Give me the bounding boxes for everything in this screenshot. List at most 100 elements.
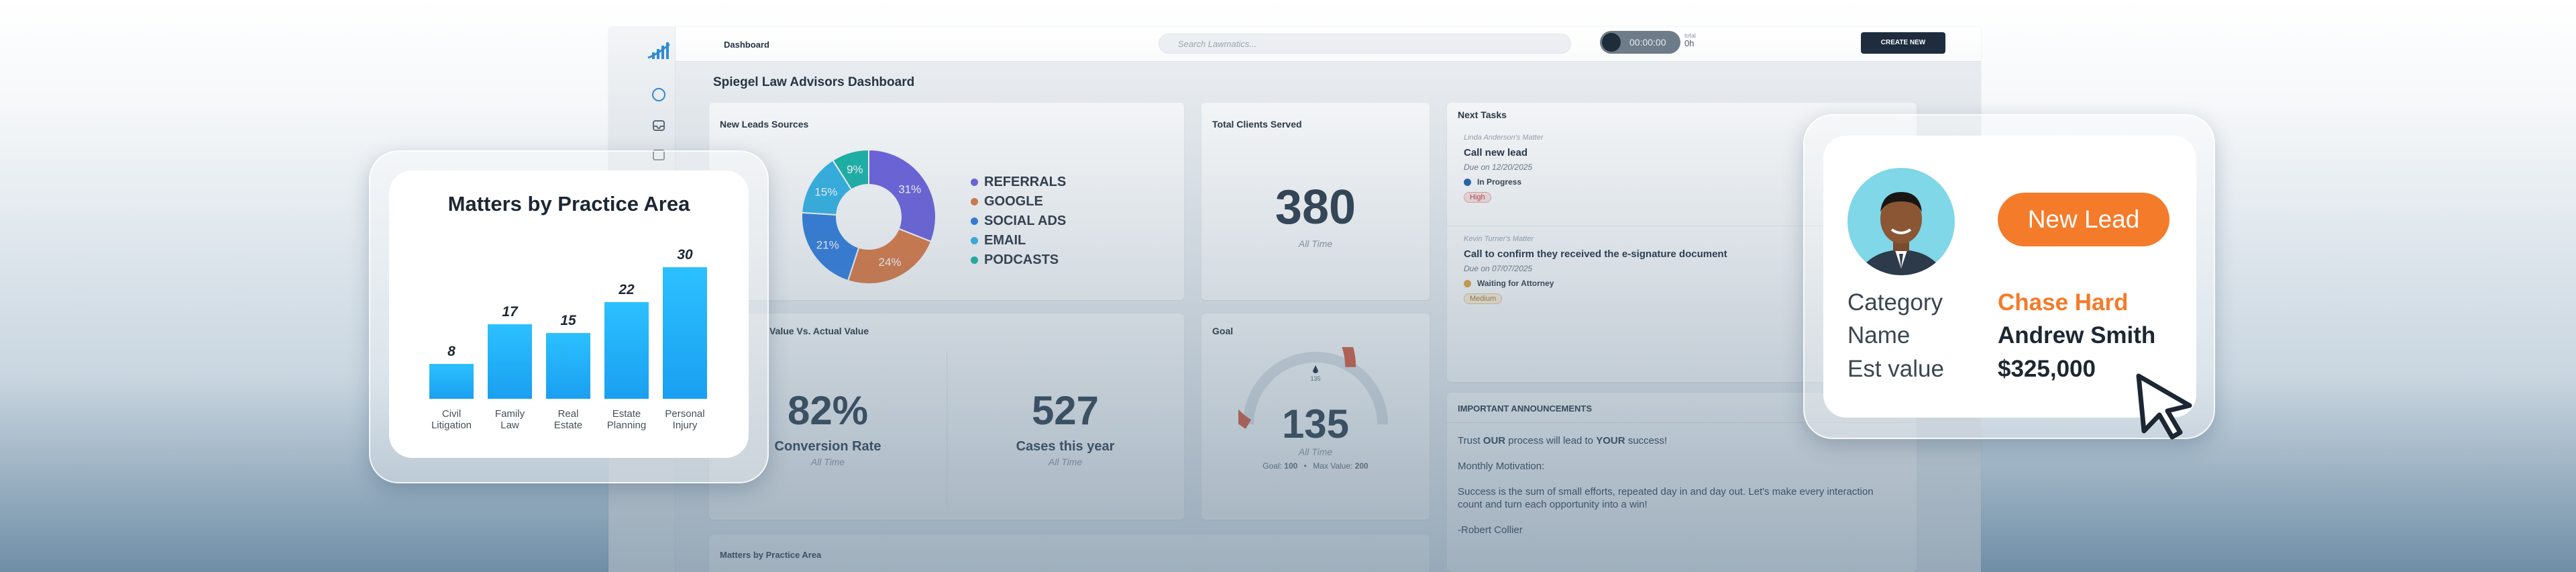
cases-sub: All Time — [1048, 457, 1083, 467]
bar-chart-area: 8 Civil Litigation 17 Family Law 15 Real Estate 2… — [389, 171, 749, 458]
new-lead-card: New Lead Category Chase Hard Name Andrew… — [1803, 114, 2215, 440]
avatar — [1847, 168, 1955, 275]
bar-estate-planning — [604, 302, 649, 399]
pie-slice-label: 21% — [816, 239, 839, 252]
bar-real-estate — [546, 333, 590, 399]
status-text: In Progress — [1477, 177, 1522, 187]
pie-legend: REFERRALS GOOGLE SOCIAL ADS EMAIL PODCASTS — [971, 173, 1066, 270]
value-vs-actual-card: Value Vs. Actual Value 82% Conversion Ra… — [709, 314, 1184, 520]
status-dot-icon — [1464, 279, 1471, 287]
legend-item: EMAIL — [971, 231, 1066, 250]
bar-value-label: 30 — [677, 247, 693, 263]
home-icon[interactable] — [651, 87, 666, 102]
goal-card: Goal 135 135 All Time Goal: 100 • Max Va… — [1201, 314, 1430, 520]
card-title: Matters by Practice Area — [720, 550, 822, 560]
goal-label: Goal: — [1263, 461, 1282, 471]
person-avatar-icon — [1858, 192, 1945, 275]
bar-civil-litigation — [429, 363, 474, 399]
bar-category-label: Family Law — [494, 408, 525, 431]
bar-category-label: Estate Planning — [606, 408, 647, 431]
legend-label: SOCIAL ADS — [984, 213, 1067, 228]
matters-chart-inner: Matters by Practice Area 8 Civil Litigatio… — [389, 171, 749, 458]
goal-meta: Goal: 100 • Max Value: 200 — [1263, 461, 1368, 471]
bar-value-label: 22 — [619, 282, 635, 298]
bar-category-label: Real Estate — [553, 408, 583, 431]
card-title: Next Tasks — [1458, 109, 1507, 120]
goal-sub: All Time — [1298, 446, 1333, 457]
bar-personal-injury — [663, 267, 707, 399]
timer-value: 00:00:00 — [1629, 37, 1666, 48]
new-lead-inner: New Lead Category Chase Hard Name Andrew… — [1823, 136, 2196, 418]
matters-bottom-card: Matters by Practice Area — [709, 535, 1430, 572]
bar-value-label: 17 — [502, 303, 518, 320]
pie-slice-label: 15% — [814, 185, 837, 198]
goal-target: 100 — [1284, 461, 1298, 471]
pie-slice-label: 9% — [847, 163, 863, 176]
logo-icon — [647, 42, 670, 59]
legend-item: REFERRALS — [971, 173, 1066, 192]
est-value-value: $325,000 — [1998, 356, 2096, 382]
legend-label: REFERRALS — [984, 175, 1067, 189]
timer-play-icon[interactable] — [1602, 33, 1621, 52]
nav-dashboard[interactable]: Dashboard — [724, 40, 769, 50]
total-clients-card: Total Clients Served 380 All Time — [1201, 103, 1430, 300]
announcement-body: Trust OUR process will lead to YOUR succ… — [1458, 434, 1900, 536]
bar-category-label: Personal Injury — [665, 408, 705, 431]
search-bar[interactable]: Search Lawmatics... — [1159, 34, 1571, 54]
max-value: 200 — [1354, 461, 1368, 471]
new-leads-card: New Leads Sources 31% 24% 21% 15% 9% REFERRA… — [709, 103, 1184, 300]
card-title: Total Clients Served — [1212, 119, 1302, 130]
pie-slice-label: 24% — [878, 256, 901, 269]
cursor-pointer-icon — [2136, 373, 2192, 440]
status-text: Waiting for Attorney — [1477, 279, 1554, 288]
goal-value: 135 — [1281, 401, 1350, 446]
legend-label: PODCASTS — [984, 252, 1059, 267]
inbox-icon[interactable] — [651, 118, 666, 133]
announcement-line-2: Monthly Motivation: — [1458, 461, 1545, 472]
name-value: Andrew Smith — [1998, 322, 2156, 348]
gauge-badge: 135 — [1310, 375, 1320, 382]
bar-family-law — [488, 324, 532, 399]
timer-total-value: 0h — [1684, 38, 1695, 48]
status-dot-icon — [1464, 178, 1471, 186]
announcement-line-3: Success is the sum of small efforts, rep… — [1458, 486, 1874, 510]
category-label: Category — [1847, 289, 1943, 316]
legend-dot-icon — [971, 256, 978, 264]
category-value: Chase Hard — [1998, 289, 2129, 316]
cases-value: 527 — [1031, 388, 1099, 433]
total-clients-sub: All Time — [1298, 238, 1333, 249]
max-label: Max Value: — [1313, 461, 1353, 471]
pie-slice-label: 31% — [898, 183, 921, 195]
total-clients-value: 380 — [1275, 181, 1356, 234]
legend-label: EMAIL — [984, 233, 1026, 248]
legend-dot-icon — [971, 179, 978, 186]
new-lead-badge[interactable]: New Lead — [1998, 193, 2169, 246]
matters-chart-card: Matters by Practice Area 8 Civil Litigatio… — [369, 150, 769, 483]
name-label: Name — [1847, 322, 1911, 348]
page-title: Spiegel Law Advisors Dashboard — [713, 75, 915, 89]
search-input[interactable]: Search Lawmatics... — [1178, 39, 1257, 49]
leads-pie-chart: 31% 24% 21% 15% 9% — [801, 148, 936, 285]
create-new-button[interactable]: CREATE NEW — [1861, 32, 1945, 54]
chart-title: Matters by Practice Area — [447, 192, 690, 216]
legend-dot-icon — [971, 218, 978, 225]
priority-badge: Medium — [1464, 293, 1503, 304]
announcement-line-4: -Robert Collier — [1458, 524, 1523, 536]
top-bar: Dashboard Search Lawmatics... 00:00:00 t… — [676, 27, 1981, 62]
est-value-label: Est value — [1847, 356, 1944, 382]
timer-pill[interactable]: 00:00:00 — [1600, 31, 1680, 54]
gauge-needle-icon — [1313, 365, 1318, 373]
card-title: New Leads Sources — [720, 119, 809, 130]
card-title: Goal — [1212, 326, 1234, 336]
app-window: Dashboard Search Lawmatics... 00:00:00 t… — [608, 27, 1981, 572]
bar-value-label: 15 — [560, 313, 576, 328]
bar-value-label: 8 — [447, 343, 455, 359]
priority-badge: High — [1464, 192, 1491, 203]
legend-label: GOOGLE — [984, 194, 1043, 209]
card-title: Value Vs. Actual Value — [769, 326, 869, 336]
timer-total: total 0h — [1684, 32, 1696, 48]
legend-item: GOOGLE — [971, 192, 1066, 211]
legend-item: PODCASTS — [971, 250, 1066, 270]
bar-category-label: Civil Litigation — [431, 408, 472, 431]
cases-label: Cases this year — [1016, 439, 1115, 454]
